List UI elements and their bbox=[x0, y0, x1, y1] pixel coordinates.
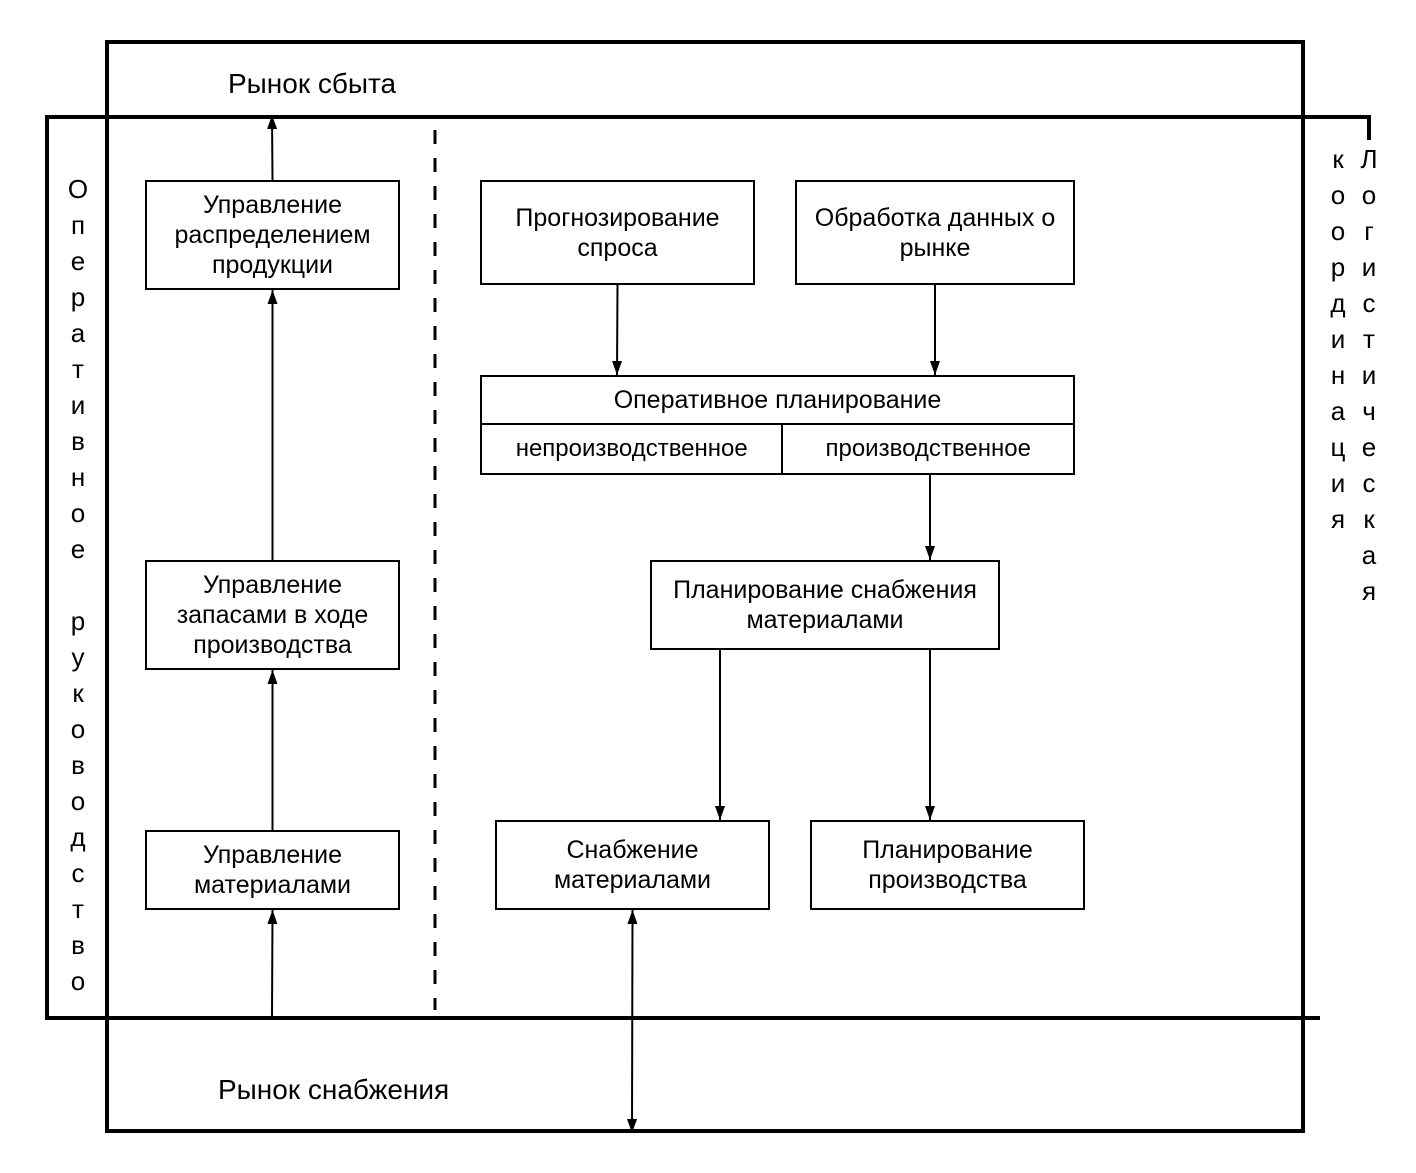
label-top: Рынок сбыта bbox=[220, 68, 404, 100]
oper-plan-sub-right: производственное bbox=[783, 425, 1073, 473]
node-obrab: Обработка данных о рынке bbox=[795, 180, 1075, 285]
vlabel-left: Оперативное руководство bbox=[60, 170, 95, 1010]
oper-plan-header: Оперативное планирование bbox=[482, 377, 1073, 423]
vlabel-right: Логистическая координация bbox=[1320, 140, 1386, 1020]
node-plan-proizv: Планирование производства bbox=[810, 820, 1085, 910]
node-upr-zapas: Управление запасами в ходе производства bbox=[145, 560, 400, 670]
node-upr-raspred: Управление распределением продукции bbox=[145, 180, 400, 290]
node-upr-mat: Управление материалами bbox=[145, 830, 400, 910]
node-snab-mat: Снабжение материалами bbox=[495, 820, 770, 910]
oper-plan-sub-left: непроизводственное bbox=[482, 425, 783, 473]
node-oper-plan: Оперативное планирование непроизводствен… bbox=[480, 375, 1075, 475]
node-prognoz: Прогнозирование спроса bbox=[480, 180, 755, 285]
label-bottom: Рынок снабжения bbox=[210, 1074, 457, 1106]
node-plan-snab-mat: Планирование снабжения материалами bbox=[650, 560, 1000, 650]
logistics-flowchart: Рынок сбыта Рынок снабжения Оперативное … bbox=[20, 20, 1396, 1153]
oper-plan-subrow: непроизводственное производственное bbox=[482, 423, 1073, 473]
